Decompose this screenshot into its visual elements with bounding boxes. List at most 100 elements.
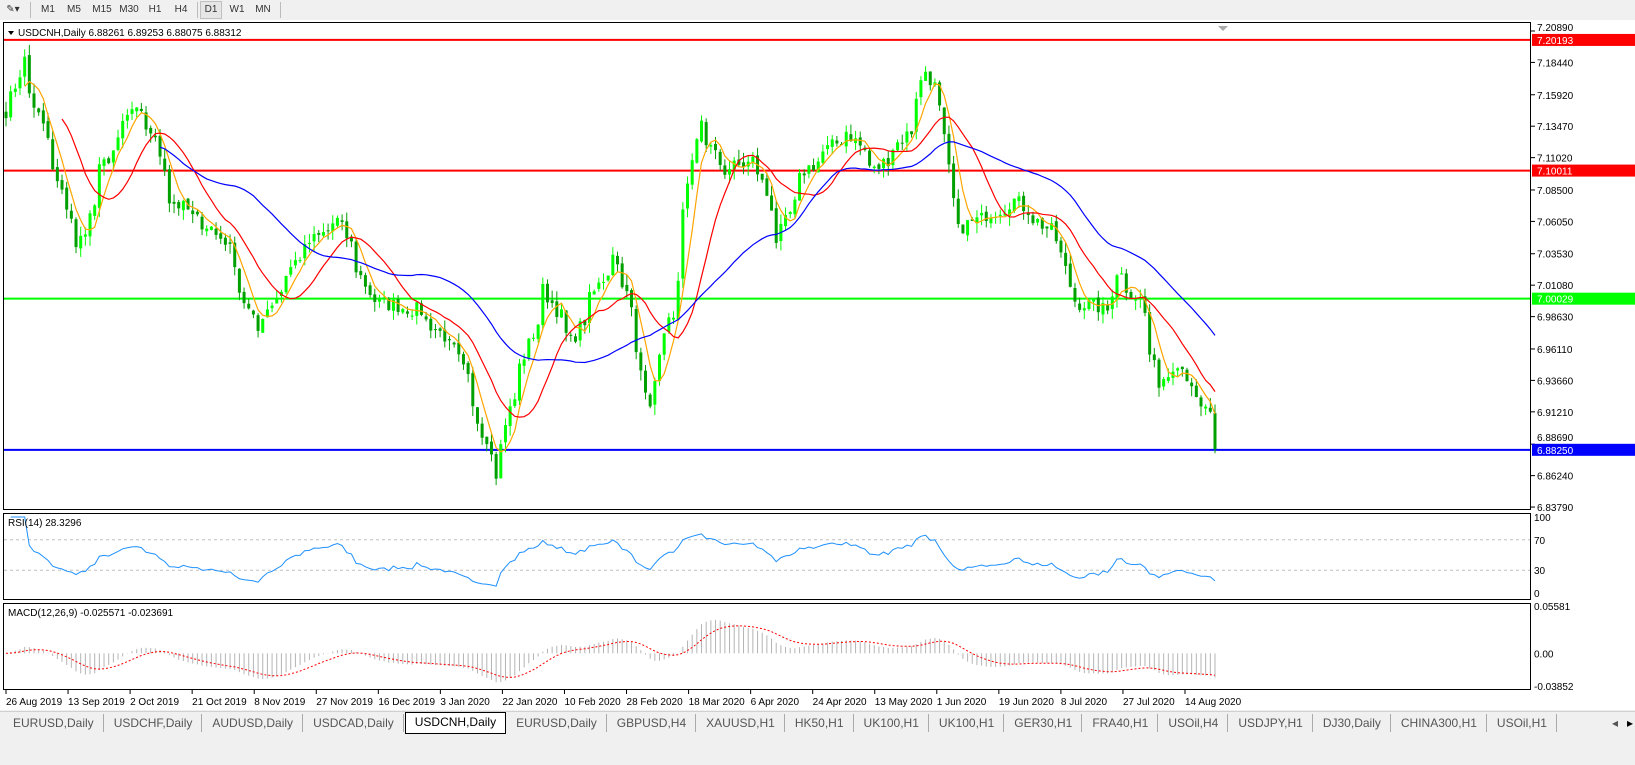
candle-body bbox=[1012, 198, 1016, 212]
timeframe-w1[interactable]: W1 bbox=[229, 4, 245, 15]
timeframe-m1[interactable]: M1 bbox=[41, 4, 55, 15]
chart-tab[interactable]: FRA40,H1 bbox=[1083, 714, 1159, 732]
price-line-label-bg bbox=[1532, 33, 1635, 46]
candle-body bbox=[1017, 196, 1021, 201]
timeframe-m15[interactable]: M15 bbox=[92, 4, 112, 15]
candle-body bbox=[1082, 308, 1086, 311]
candle-body bbox=[877, 164, 881, 169]
price-chart[interactable]: 100 70 30 0 0.05581 0.00 -0.03852 7.20890 7.1844… bbox=[0, 20, 1635, 710]
candle-body bbox=[97, 164, 101, 208]
price-tick-label: 6.93660 bbox=[1537, 376, 1574, 387]
chart-tab[interactable]: USOil,H4 bbox=[1159, 714, 1229, 732]
candle-body bbox=[223, 237, 227, 245]
candle-body bbox=[499, 444, 503, 479]
chart-tab[interactable]: USDJPY,H1 bbox=[1229, 714, 1313, 732]
candle-body bbox=[522, 359, 526, 366]
candle-body bbox=[163, 158, 167, 171]
candle-body bbox=[961, 224, 965, 234]
candle-body bbox=[186, 198, 190, 210]
candle-body bbox=[219, 233, 223, 239]
candle-body bbox=[980, 212, 984, 216]
candle-body bbox=[1148, 311, 1152, 355]
collapse-arrow-icon[interactable] bbox=[8, 31, 14, 35]
candle-body bbox=[686, 183, 690, 209]
candle-body bbox=[700, 120, 704, 142]
candle-body bbox=[494, 454, 498, 479]
chart-tab[interactable]: DJ30,Daily bbox=[1314, 714, 1391, 732]
price-tick-label: 7.13470 bbox=[1537, 122, 1574, 133]
scroll-right-icon[interactable]: ▸ bbox=[1627, 716, 1634, 730]
candle-body bbox=[205, 228, 209, 232]
timeframe-mn[interactable]: MN bbox=[255, 4, 271, 15]
candle-body bbox=[401, 309, 405, 313]
candle-body bbox=[256, 315, 260, 331]
candle-body bbox=[475, 407, 479, 424]
chart-tab[interactable]: GER30,H1 bbox=[1005, 714, 1083, 732]
candle-body bbox=[1110, 296, 1114, 310]
candle-body bbox=[107, 158, 111, 164]
timeframe-h1[interactable]: H1 bbox=[148, 4, 162, 15]
chart-tab[interactable]: GBPUSD,H4 bbox=[608, 714, 697, 732]
candle-body bbox=[121, 120, 125, 139]
chart-tab[interactable]: UK100,H1 bbox=[930, 714, 1005, 732]
candle-body bbox=[989, 217, 993, 224]
scroll-left-icon[interactable]: ◂ bbox=[1612, 716, 1619, 730]
candle-body bbox=[597, 282, 601, 289]
candle-body bbox=[882, 158, 886, 169]
rsi-tick-label: 30 bbox=[1534, 566, 1546, 577]
price-tick-label: 7.18440 bbox=[1537, 58, 1574, 69]
candle-body bbox=[177, 201, 181, 209]
candle-body bbox=[116, 137, 120, 150]
chart-tabs: EURUSD,Daily USDCHF,Daily AUDUSD,Daily USDC… bbox=[0, 711, 1635, 734]
candle-body bbox=[37, 108, 41, 113]
candle-body bbox=[457, 342, 461, 355]
candle-body bbox=[298, 260, 302, 262]
chart-tab[interactable]: USDCNH,Daily bbox=[404, 712, 507, 734]
candle-body bbox=[910, 131, 914, 135]
chart-tab[interactable]: USDCHF,Daily bbox=[105, 714, 203, 732]
chart-tab[interactable]: USDCAD,Daily bbox=[304, 714, 404, 732]
timeframe-m5[interactable]: M5 bbox=[67, 4, 81, 15]
date-label: 13 Sep 2019 bbox=[68, 697, 125, 708]
price-line-label: 7.10011 bbox=[1537, 167, 1573, 178]
candle-body bbox=[237, 268, 241, 293]
candle-body bbox=[630, 290, 634, 308]
chart-tab[interactable]: USOil,H1 bbox=[1488, 714, 1557, 732]
candle-body bbox=[644, 370, 648, 393]
chart-shift-marker[interactable] bbox=[1218, 26, 1228, 31]
candle-body bbox=[751, 156, 755, 164]
rsi-tick-label: 0 bbox=[1534, 589, 1540, 600]
candle-body bbox=[1185, 369, 1189, 382]
candle-body bbox=[284, 275, 288, 293]
candle-body bbox=[1022, 195, 1026, 212]
chart-tab[interactable]: UK100,H1 bbox=[855, 714, 929, 732]
chart-tab[interactable]: HK50,H1 bbox=[786, 714, 854, 732]
chart-tab[interactable]: AUDUSD,Daily bbox=[203, 714, 304, 732]
candle-body bbox=[471, 373, 475, 407]
candle-body bbox=[4, 111, 8, 119]
timeframe-h4[interactable]: H4 bbox=[174, 4, 188, 15]
date-label: 26 Aug 2019 bbox=[6, 697, 63, 708]
rsi-line bbox=[10, 516, 1216, 587]
candle-body bbox=[79, 235, 83, 249]
price-tick-label: 6.96110 bbox=[1537, 345, 1573, 356]
chart-tab[interactable]: XAUUSD,H1 bbox=[697, 714, 785, 732]
timeframe-m30[interactable]: M30 bbox=[119, 4, 139, 15]
candle-body bbox=[872, 166, 876, 169]
candle-body bbox=[303, 244, 307, 259]
candle-body bbox=[1092, 298, 1096, 302]
price-tick-label: 7.08500 bbox=[1537, 186, 1574, 197]
candle-body bbox=[1180, 366, 1184, 370]
timeframe-d1[interactable]: D1 bbox=[200, 1, 222, 19]
candle-body bbox=[798, 172, 802, 201]
candle-body bbox=[265, 309, 269, 318]
chart-tab[interactable]: CHINA300,H1 bbox=[1392, 714, 1487, 732]
date-label: 2 Oct 2019 bbox=[130, 697, 179, 708]
chart-tab[interactable]: EURUSD,Daily bbox=[507, 714, 607, 732]
candle-body bbox=[391, 299, 395, 311]
candle-body bbox=[1096, 297, 1100, 313]
drawing-tools-icon[interactable]: ✎▾ bbox=[6, 4, 20, 15]
candle-body bbox=[18, 77, 22, 89]
candle-body bbox=[970, 219, 974, 221]
chart-tab[interactable]: EURUSD,Daily bbox=[4, 714, 104, 732]
